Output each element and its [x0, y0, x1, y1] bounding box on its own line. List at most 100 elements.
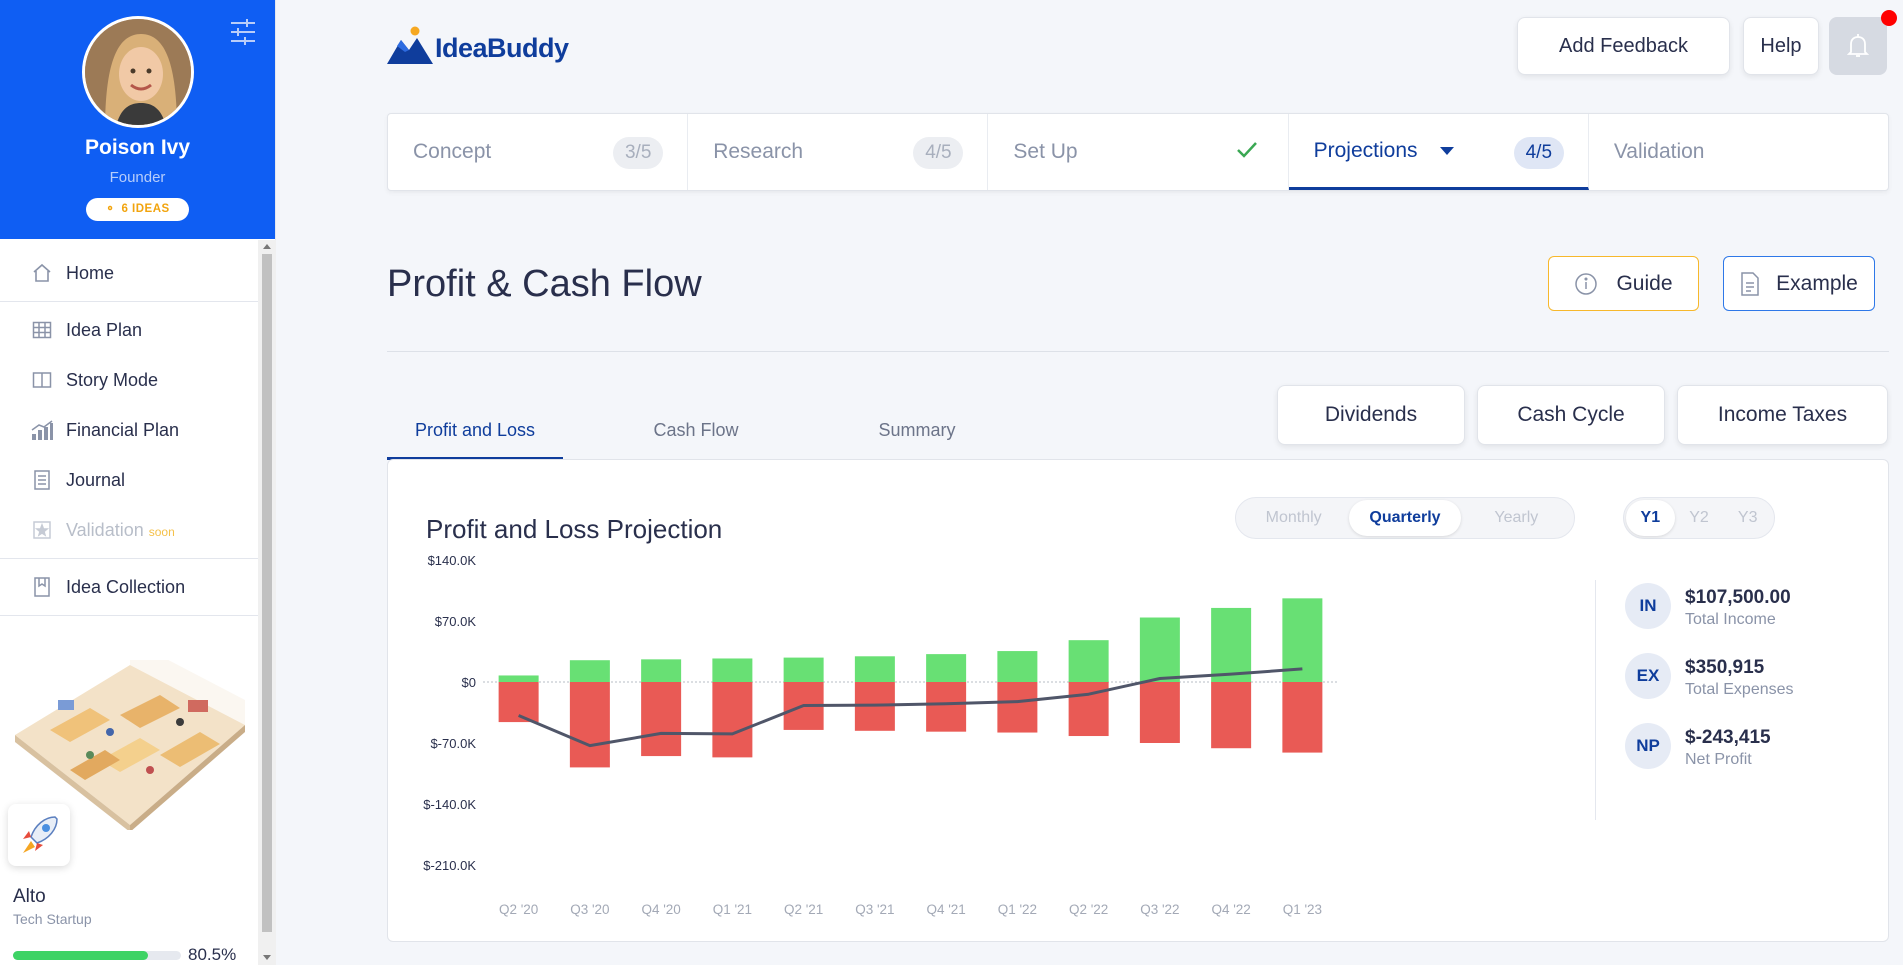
expense-bar — [712, 682, 753, 758]
income-bar — [1068, 640, 1109, 682]
x-tick-label: Q1 '21 — [713, 902, 752, 917]
step-label: Validation — [1613, 140, 1705, 163]
tab-summary[interactable]: Summary — [878, 420, 956, 440]
year-y2[interactable]: Y2 — [1689, 509, 1709, 526]
sidebar-item-story-mode[interactable]: Story Mode — [0, 355, 258, 405]
idea-name: Alto — [13, 886, 46, 907]
sidebar-scrollbar[interactable] — [258, 240, 276, 965]
guide-button[interactable]: Guide — [1548, 256, 1699, 311]
sidebar-item-label: Journal — [66, 469, 126, 490]
user-name: Poison Ivy — [84, 136, 191, 159]
period-yearly[interactable]: Yearly — [1494, 509, 1539, 526]
x-tick-label: Q2 '21 — [784, 902, 823, 917]
sidebar-item-financial-plan[interactable]: Financial Plan — [0, 405, 258, 455]
step-label: Research — [713, 140, 804, 163]
user-role: Founder — [109, 169, 166, 186]
chevron-down-icon[interactable] — [1439, 146, 1454, 155]
check-icon — [1236, 142, 1257, 158]
logo-mountain-icon — [387, 26, 433, 64]
help-button[interactable]: Help — [1743, 17, 1819, 75]
x-tick-label: Q4 '21 — [926, 902, 965, 917]
notifications-button[interactable] — [1829, 17, 1887, 75]
x-tick-label: Q3 '21 — [855, 902, 894, 917]
pl-chart: $140.0K $70.0K $0 $-70.0K $-140.0K $-210.0K Q2… — [423, 553, 1338, 917]
stat-code: IN — [1625, 583, 1671, 629]
scroll-up-icon[interactable] — [263, 244, 271, 249]
year-y3[interactable]: Y3 — [1737, 509, 1758, 526]
sidebar-item-idea-plan[interactable]: Idea Plan — [0, 305, 258, 355]
divider — [0, 558, 258, 559]
tab-profit-and-loss[interactable]: Profit and Loss — [387, 420, 563, 460]
notification-dot — [1881, 10, 1897, 26]
income-bar — [854, 656, 895, 682]
ideas-badge[interactable]: ⚬ 6 IDEAS — [86, 198, 189, 221]
page-title: Profit & Cash Flow — [387, 263, 702, 305]
income-bar — [569, 660, 610, 682]
soon-badge: soon — [148, 524, 175, 539]
divider — [0, 301, 258, 302]
logo[interactable]: IdeaBuddy — [387, 20, 569, 64]
profile-panel: Poison Ivy Founder ⚬ 6 IDEAS — [0, 0, 275, 239]
step-concept[interactable]: Concept 3/5 — [388, 114, 689, 190]
idea-card[interactable] — [8, 804, 70, 866]
y-tick-label: $-210.0K — [423, 858, 476, 873]
idea-progress-fill — [13, 951, 149, 960]
divider — [1595, 580, 1596, 820]
stat-code: NP — [1625, 723, 1671, 769]
book-icon — [30, 368, 54, 392]
step-set-up[interactable]: Set Up — [988, 114, 1289, 190]
stat-label: Total Expenses — [1685, 681, 1794, 698]
year-y1[interactable]: Y1 — [1626, 500, 1675, 536]
tab-cash-flow[interactable]: Cash Flow — [653, 420, 739, 440]
sidebar-item-journal[interactable]: Journal — [0, 455, 258, 505]
star-icon — [30, 518, 54, 542]
sidebar-item-home[interactable]: Home — [0, 248, 258, 298]
expense-bar — [997, 682, 1038, 733]
info-icon — [1575, 272, 1598, 295]
x-tick-label: Q3 '22 — [1140, 902, 1179, 917]
journal-icon — [30, 468, 54, 492]
guide-label: Guide — [1616, 271, 1673, 295]
idea-progress-label: 80.5% — [188, 945, 237, 964]
net-profit-line — [518, 667, 1303, 748]
scroll-down-icon[interactable] — [263, 955, 271, 960]
income-bar — [997, 651, 1038, 682]
bell-icon — [1846, 34, 1870, 57]
step-label: Set Up — [1013, 140, 1078, 163]
dividends-button[interactable]: Dividends — [1277, 385, 1465, 445]
expense-bar — [641, 682, 682, 757]
cash-cycle-button[interactable]: Cash Cycle — [1477, 385, 1665, 445]
step-validation[interactable]: Validation — [1589, 114, 1888, 190]
period-monthly[interactable]: Monthly — [1265, 509, 1322, 526]
income-taxes-button[interactable]: Income Taxes — [1677, 385, 1888, 445]
stepper: Concept 3/5 Research 4/5 Set Up Projecti… — [387, 113, 1889, 191]
stat-total-expenses: EX $350,915 Total Expenses — [1625, 653, 1794, 699]
step-projections[interactable]: Projections 4/5 — [1288, 114, 1589, 190]
example-button[interactable]: Example — [1723, 256, 1875, 311]
sidebar-nav: Home Idea Plan Story Mode Financial Plan… — [0, 248, 258, 619]
period-quarterly[interactable]: Quarterly — [1349, 500, 1461, 536]
sidebar: Poison Ivy Founder ⚬ 6 IDEAS Home Idea Pl… — [0, 0, 276, 965]
step-research[interactable]: Research 4/5 — [688, 114, 989, 190]
income-bar — [783, 657, 824, 682]
x-tick-label: Q3 '20 — [570, 902, 609, 917]
step-label: Concept — [413, 140, 492, 163]
sidebar-item-label: Idea Plan — [66, 319, 143, 340]
scroll-thumb[interactable] — [262, 254, 272, 932]
chart-icon — [30, 418, 54, 442]
idea-progress-bar — [13, 951, 181, 960]
x-tick-label: Q4 '20 — [641, 902, 680, 917]
expense-bar — [1282, 682, 1323, 753]
home-icon — [30, 261, 54, 285]
expense-bar — [498, 682, 539, 723]
sliders-icon[interactable] — [229, 18, 257, 46]
avatar[interactable] — [82, 16, 194, 128]
sidebar-item-idea-collection[interactable]: Idea Collection — [0, 562, 258, 612]
add-feedback-button[interactable]: Add Feedback — [1517, 17, 1730, 75]
stat-total-income: IN $107,500.00 Total Income — [1625, 583, 1791, 629]
y-tick-label: $-140.0K — [423, 797, 476, 812]
x-tick-label: Q2 '20 — [499, 902, 538, 917]
bookmark-icon — [30, 575, 54, 599]
x-tick-label: Q1 '22 — [998, 902, 1037, 917]
y-tick-label: $0 — [462, 675, 476, 690]
